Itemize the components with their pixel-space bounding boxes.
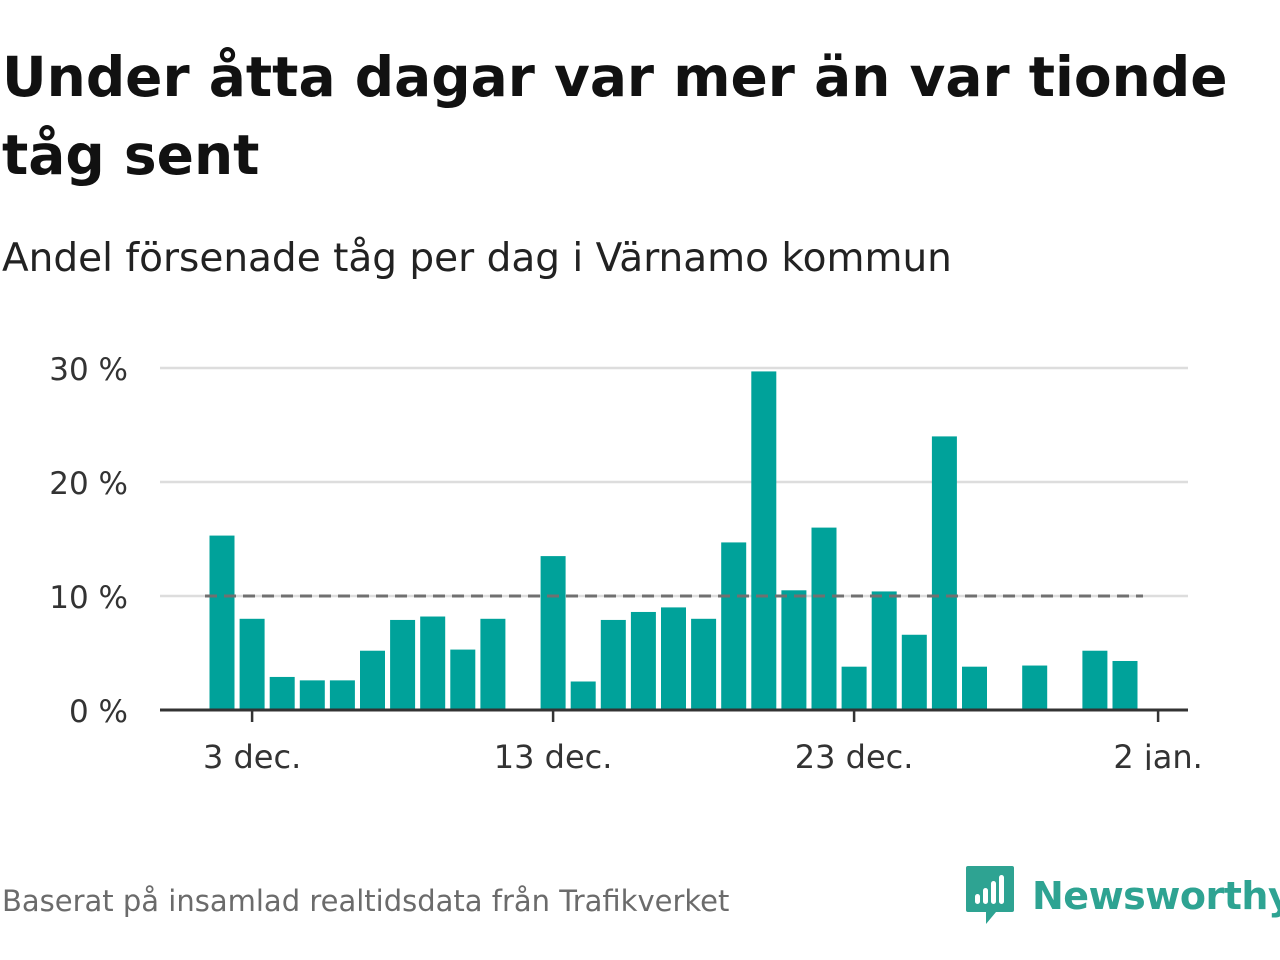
bar [691,618,717,710]
bar [600,619,626,710]
bar [751,371,777,710]
bar [630,611,656,710]
bar [209,535,235,710]
x-tick-label: 13 dec. [494,738,613,770]
bar [811,527,837,710]
chart-subtitle: Andel försenade tåg per dag i Värnamo ko… [2,236,952,281]
bar [661,607,686,710]
chart-title: Under åtta dagar var mer än var tionde t… [2,45,1228,187]
bar [1112,660,1138,710]
y-tick-label: 10 % [49,580,128,616]
newsworthy-logo-icon [966,866,1014,924]
bar [962,666,987,710]
bar [931,436,957,710]
brand-logo: Newsworthy [964,864,1280,928]
bar [360,650,385,710]
y-tick-label: 20 % [49,466,128,502]
x-tick-label: 23 dec. [795,738,914,770]
y-tick-label: 30 % [49,352,128,388]
bar [390,619,416,710]
bar [239,618,265,710]
bar [1082,650,1108,710]
bar [1022,665,1048,710]
brand-name: Newsworthy [1032,874,1280,918]
bar [540,556,566,710]
x-tick-label: 2 jan. [1113,738,1202,770]
bar [570,681,596,710]
y-tick-label: 0 % [69,694,128,730]
bar [901,634,927,710]
x-tick-label: 3 dec. [203,738,301,770]
bar [299,680,325,710]
bar [480,618,506,710]
bar [841,666,867,710]
bar [269,676,295,710]
bar [721,542,747,710]
bar [781,590,807,710]
bar [450,649,476,710]
source-note: Baserat på insamlad realtidsdata från Tr… [2,884,730,918]
bar [420,616,446,710]
bar [871,591,897,710]
bar [329,680,355,710]
bar-chart: 0 % 10 % 20 % 30 % 3 dec. 13 dec. 23 dec. 2 jan… [49,352,1203,770]
